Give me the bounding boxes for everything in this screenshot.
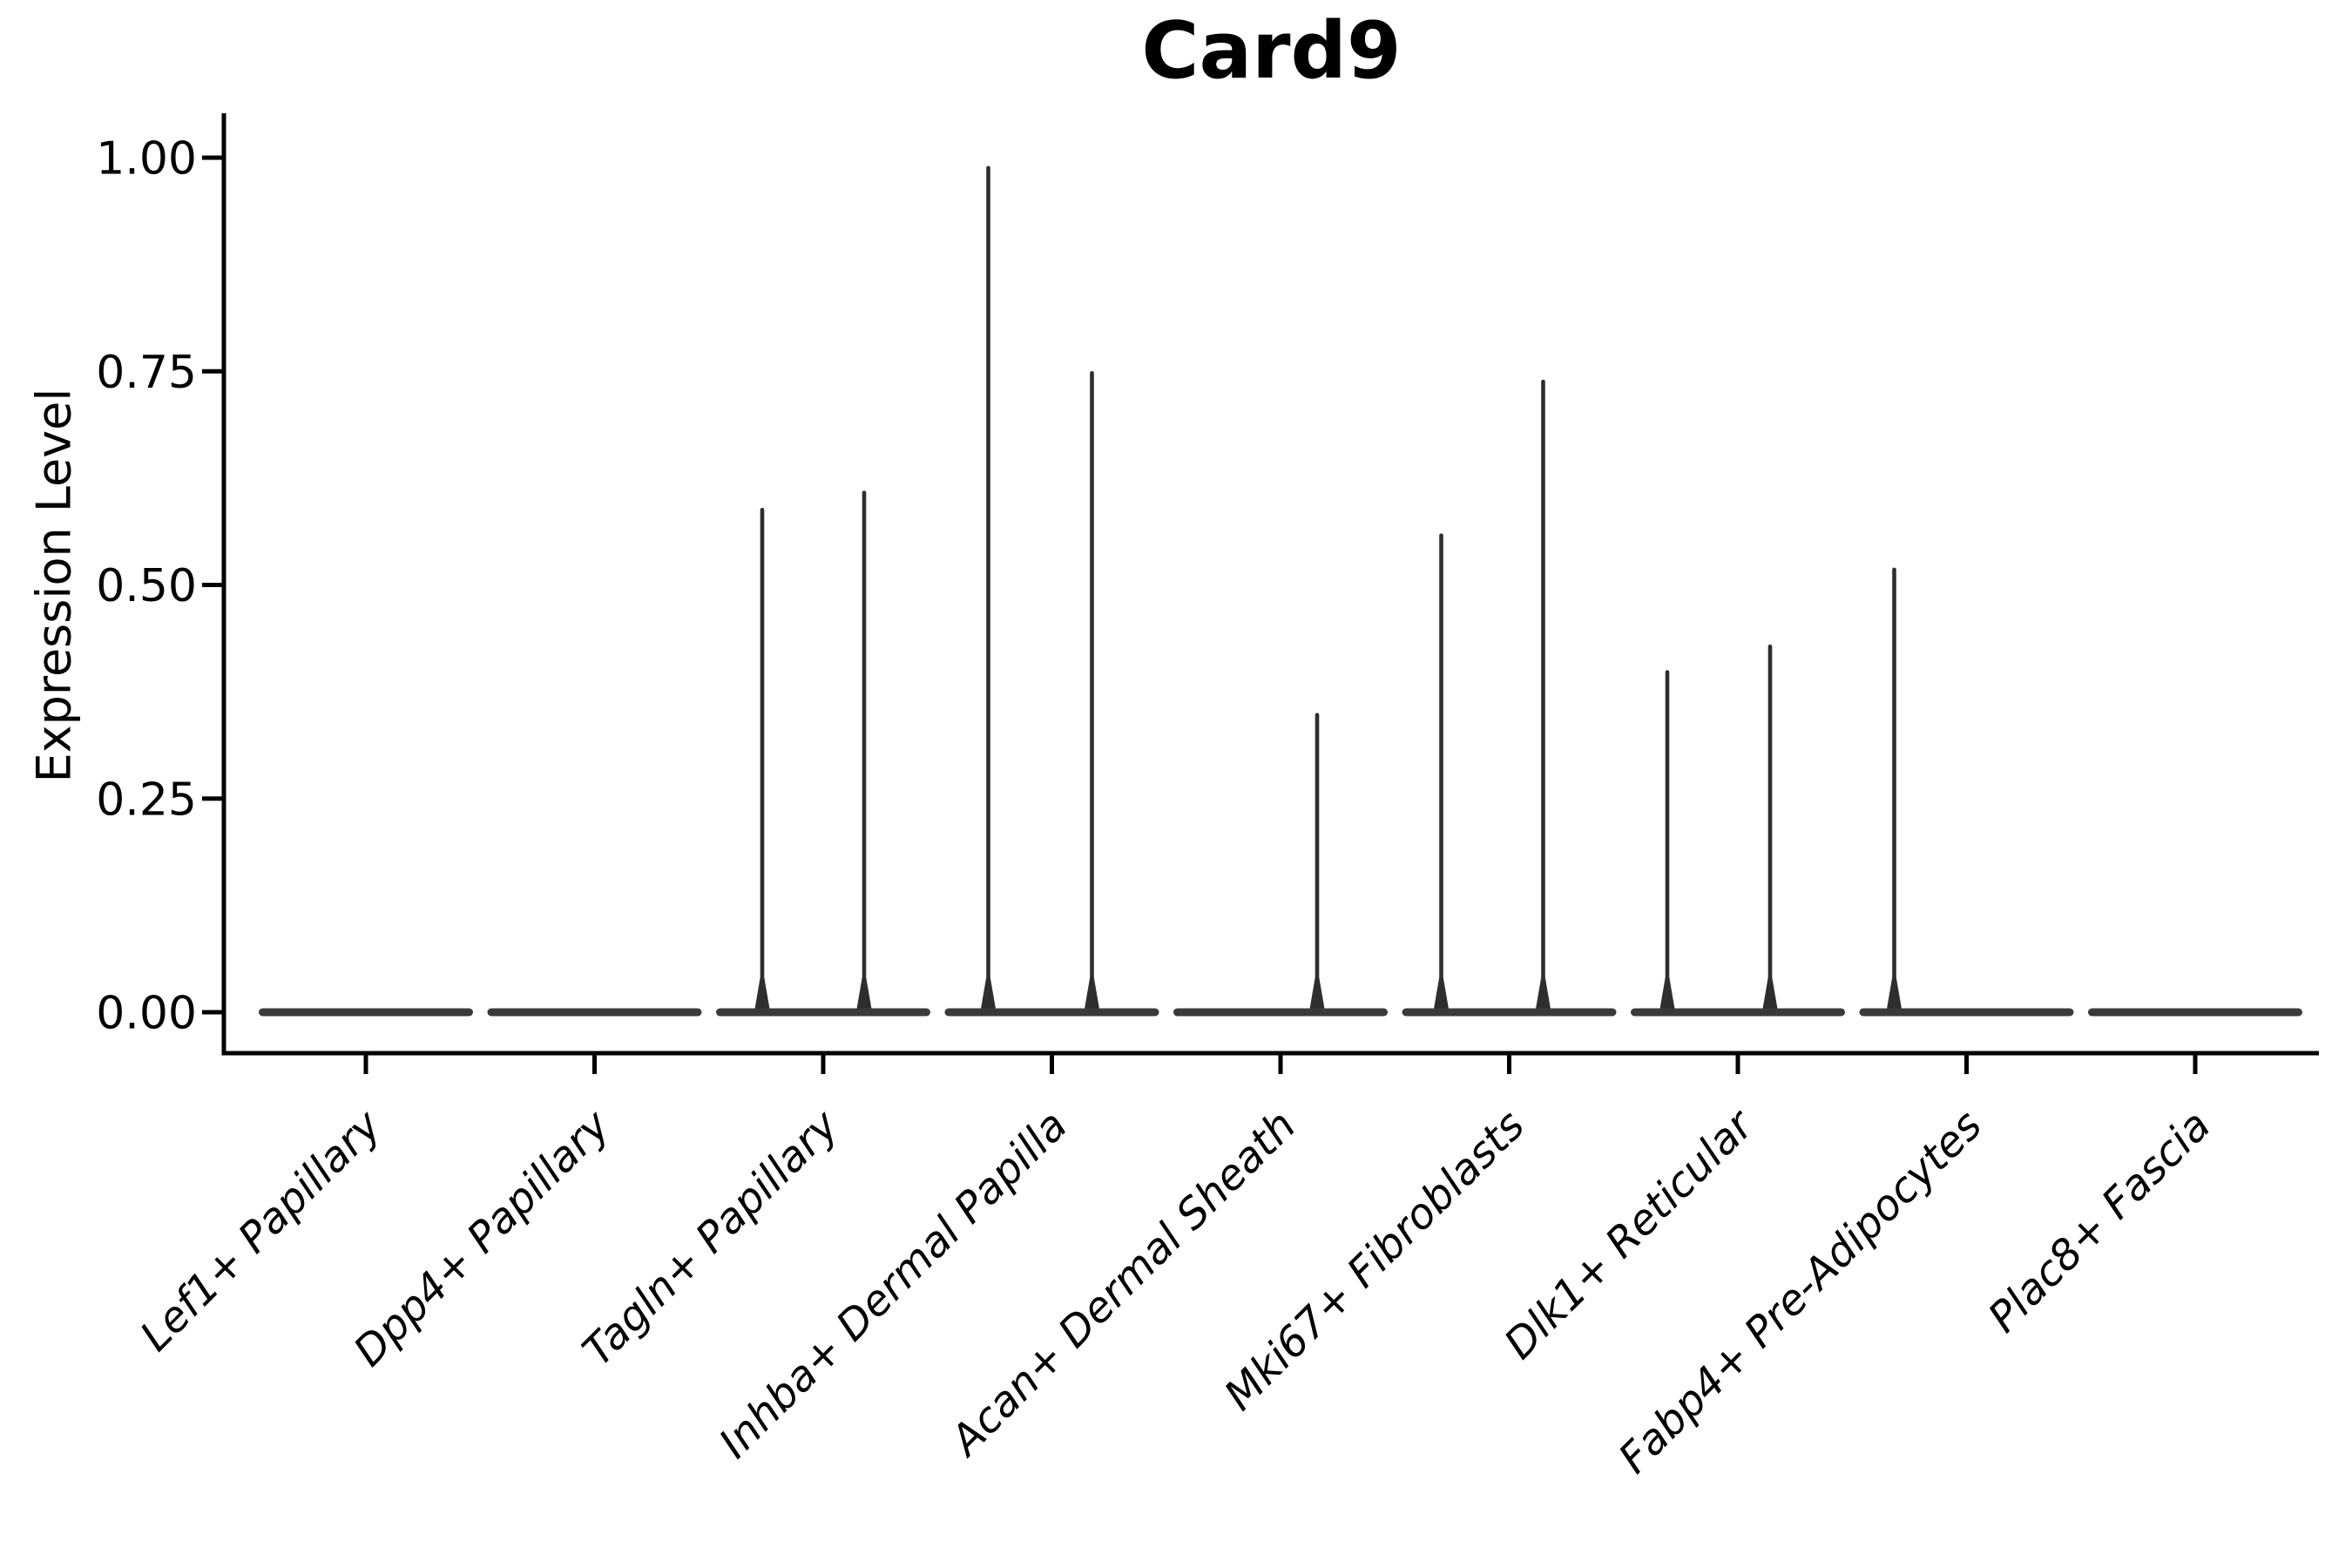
violin-body [1173,1008,1388,1017]
violin-body [1859,1008,2074,1017]
x-axis-label: Fabp4+ Pre-Adipocytes [1609,1101,1991,1484]
x-axis-label: Dpp4+ Papillary [344,1100,619,1375]
violin-body [716,1008,930,1017]
y-tick-label: 0.75 [96,347,197,399]
violin-body [487,1008,702,1017]
violin-body [944,1008,1159,1017]
y-tick-label: 0.50 [96,560,197,612]
chart-title: Card9 [1141,5,1402,97]
y-tick-label: 1.00 [96,133,197,186]
x-axis-label: Plac8+ Fascia [1979,1101,2220,1342]
y-tick-label: 0.25 [96,774,197,826]
violin-body [2088,1008,2302,1017]
x-axis-label: Lef1+ Papillary [131,1100,391,1361]
x-axis-label: Dlk1+ Reticular [1495,1099,1765,1369]
x-axis-label: Tagln+ Papillary [573,1100,848,1375]
violin-body [1631,1008,1845,1017]
y-tick-label: 0.00 [96,988,197,1040]
violin-body [1402,1008,1617,1017]
violin-body [259,1008,473,1017]
